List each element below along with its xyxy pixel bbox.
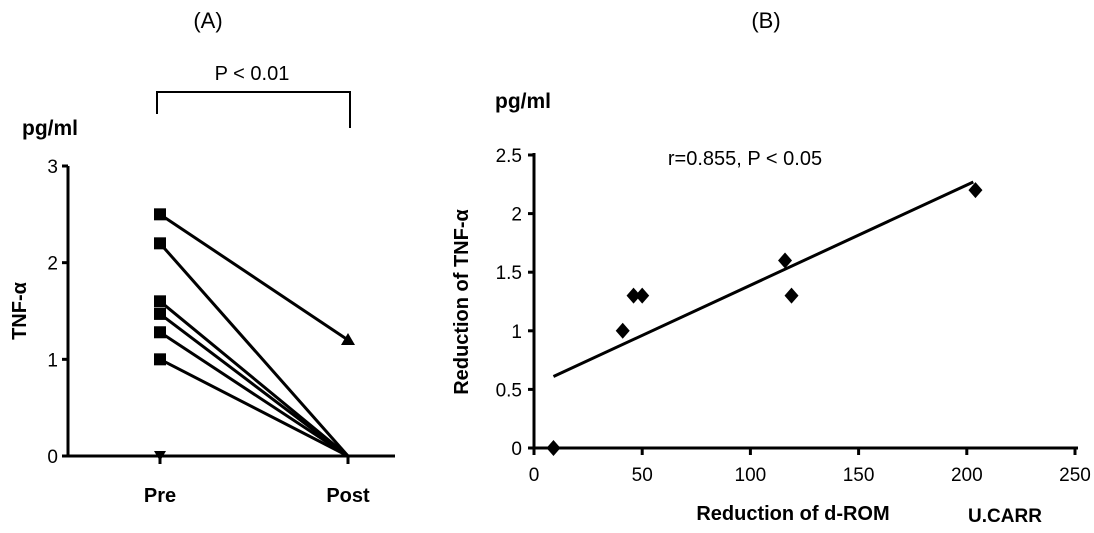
- y-tick-label: 0: [511, 439, 522, 460]
- data-point: [778, 252, 793, 269]
- trendline: [552, 180, 974, 378]
- y-tick-label: 1: [47, 350, 58, 371]
- data-point: [154, 307, 166, 320]
- y-tick-label: 1: [511, 322, 522, 343]
- series-line: [159, 331, 349, 458]
- series-line: [158, 242, 350, 457]
- y-tick-label: 0: [47, 447, 58, 468]
- x-tick-label: 150: [843, 465, 875, 486]
- y-tick-label: 2.5: [496, 146, 522, 167]
- data-point: [154, 353, 166, 366]
- panel-a-unit: pg/ml: [22, 117, 78, 140]
- x-tick-label: Post: [326, 485, 370, 507]
- series-line: [159, 312, 349, 458]
- panel-a-ylabel: TNF-α: [9, 281, 31, 340]
- panel-b-ylabel: Reduction of TNF-α: [451, 209, 473, 395]
- data-point: [154, 326, 166, 339]
- data-point: [154, 295, 166, 308]
- data-point: [615, 322, 630, 339]
- data-point: [154, 451, 166, 461]
- y-tick-label: 1.5: [496, 263, 522, 284]
- x-tick-label: 250: [1059, 465, 1091, 486]
- panel-a-label: (A): [193, 8, 222, 33]
- panel-b-unit: pg/ml: [495, 90, 551, 113]
- data-point: [635, 287, 650, 304]
- y-tick-label: 2: [47, 254, 58, 275]
- correlation-annotation: r=0.855, P < 0.05: [668, 148, 822, 170]
- series-line: [159, 357, 349, 458]
- x-tick-label: Pre: [144, 485, 176, 507]
- data-point: [784, 287, 799, 304]
- data-point: [154, 237, 166, 250]
- panel-a: (A) P < 0.01 pg/ml TNF-α 0 1 2 3 Pre Post: [9, 8, 395, 507]
- significance-label: P < 0.01: [215, 63, 290, 85]
- data-point: [341, 333, 355, 345]
- y-tick-label: 0.5: [496, 380, 522, 401]
- x-tick-label: 0: [529, 465, 540, 486]
- y-tick-label: 2: [511, 205, 522, 226]
- data-point: [626, 287, 641, 304]
- x-tick-label: 50: [632, 465, 653, 486]
- panel-b: (B) pg/ml r=0.855, P < 0.05 Reduction of…: [451, 8, 1091, 527]
- data-point: [154, 208, 166, 221]
- x-tick-label: 100: [735, 465, 767, 486]
- panel-b-xunit: U.CARR: [968, 506, 1042, 527]
- panel-b-label: (B): [751, 8, 780, 33]
- series-line: [159, 300, 349, 458]
- y-tick-label: 3: [47, 157, 58, 178]
- series-line: [159, 213, 349, 342]
- panel-b-xlabel: Reduction of d-ROM: [696, 503, 889, 525]
- data-point: [546, 440, 561, 456]
- x-tick-label: 200: [951, 465, 983, 486]
- data-point: [968, 182, 983, 199]
- significance-bracket: [156, 91, 351, 128]
